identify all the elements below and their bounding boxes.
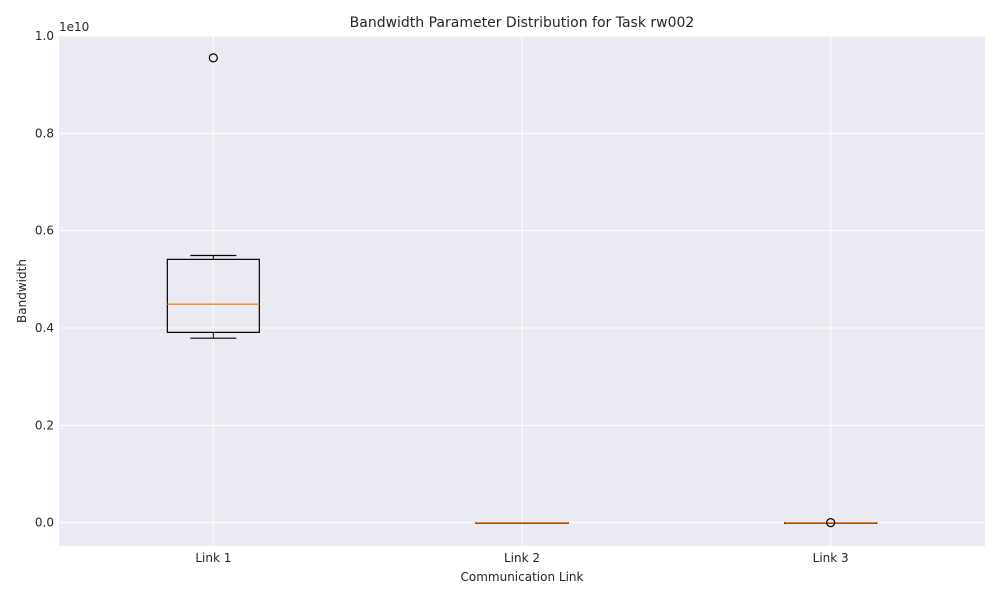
- x-tick-label: Link 1: [195, 551, 231, 565]
- grid: [59, 35, 985, 546]
- y-tick-label: 0.4: [35, 321, 54, 335]
- box-group: [166, 53, 260, 339]
- x-tick-label: Link 2: [504, 551, 540, 565]
- y-tick-label: 0.6: [35, 224, 54, 238]
- x-tick-label: Link 3: [813, 551, 849, 565]
- boxes: [166, 53, 878, 528]
- outlier-point: [208, 53, 218, 63]
- y-tick-label: 0.0: [35, 516, 54, 530]
- y-tick-label: 0.2: [35, 418, 54, 432]
- y-tick-label: 0.8: [35, 126, 54, 140]
- y-axis-ticks: 0.0 0.2 0.4 0.6 0.8 1.0: [35, 29, 54, 530]
- chart-title: Bandwidth Parameter Distribution for Tas…: [350, 15, 695, 31]
- x-axis-ticks: Link 1 Link 2 Link 3: [195, 551, 848, 565]
- y-axis-offset-label: 1e10: [59, 20, 89, 34]
- outlier-point: [826, 518, 836, 528]
- y-tick-label: 1.0: [35, 29, 54, 43]
- box: [166, 258, 260, 333]
- box-group: [475, 521, 569, 524]
- box-group: [784, 518, 878, 528]
- x-axis-label: Communication Link: [461, 570, 584, 584]
- y-axis-label: Bandwidth: [15, 259, 29, 323]
